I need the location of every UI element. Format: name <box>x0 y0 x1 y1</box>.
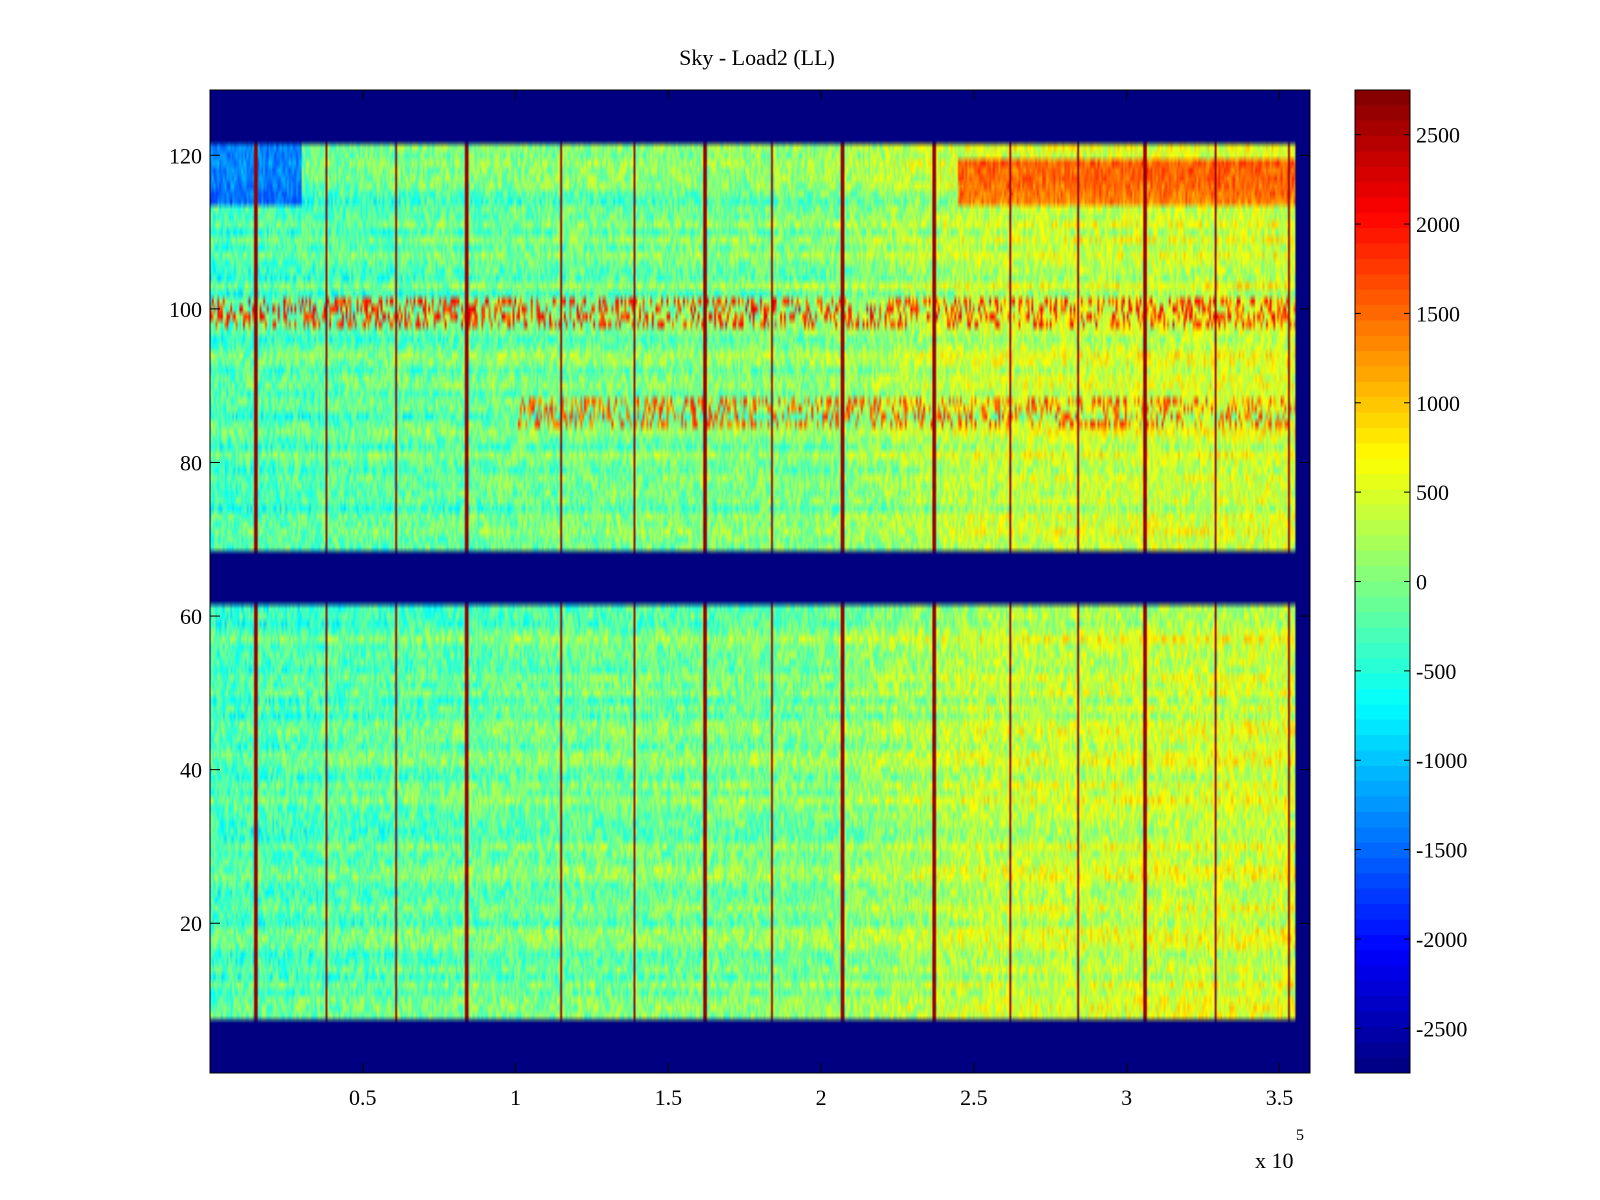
y-tick-label: 100 <box>169 297 202 322</box>
colorbar-tick-label: 500 <box>1416 480 1449 505</box>
colorbar-tick-label: -1500 <box>1416 838 1467 863</box>
colorbar-tick-label: -500 <box>1416 659 1456 684</box>
colorbar-ticks: 2500 2000 1500 1000 500 0 -500 -1000 -1500 -2000 -… <box>1355 123 1467 1041</box>
x-exponent-label: x 10 <box>1255 1148 1294 1173</box>
y-tick-label: 20 <box>180 911 202 936</box>
colorbar-tick-label: -2000 <box>1416 927 1467 952</box>
heatmap-image <box>210 90 1310 1073</box>
y-tick-label: 60 <box>180 604 202 629</box>
plot-frame <box>209 89 1311 1074</box>
x-tick-label: 1.5 <box>655 1085 683 1110</box>
x-exponent: 5 <box>1296 1127 1304 1144</box>
y-tick-label: 80 <box>180 450 202 475</box>
plot-area <box>209 89 1311 1074</box>
x-tick-label: 3 <box>1121 1085 1132 1110</box>
colorbar: 2500 2000 1500 1000 500 0 -500 -1000 -1500 -2000 -… <box>1354 89 1467 1074</box>
y-tick-label: 40 <box>180 758 202 783</box>
x-tick-label: 2 <box>816 1085 827 1110</box>
y-axis: 20 40 60 80 100 120 <box>169 143 1310 936</box>
colorbar-tick-label: -1000 <box>1416 748 1467 773</box>
colorbar-tick-label: 0 <box>1416 570 1427 595</box>
y-tick-label: 120 <box>169 143 202 168</box>
colorbar-tick-label: 1000 <box>1416 391 1460 416</box>
colorbar-tick-label: 2000 <box>1416 212 1460 237</box>
x-tick-label: 1 <box>510 1085 521 1110</box>
colorbar-tick-label: -2500 <box>1416 1016 1467 1041</box>
colorbar-tick-label: 2500 <box>1416 123 1460 148</box>
chart-title: Sky - Load2 (LL) <box>679 45 835 70</box>
colorbar-tick-label: 1500 <box>1416 301 1460 326</box>
x-tick-label: 2.5 <box>960 1085 988 1110</box>
x-tick-label: 0.5 <box>349 1085 377 1110</box>
colorbar-gradient <box>1355 90 1410 1073</box>
x-tick-label: 3.5 <box>1266 1085 1294 1110</box>
x-axis: 0.5 1 1.5 2 2.5 3 3.5 <box>349 90 1293 1110</box>
